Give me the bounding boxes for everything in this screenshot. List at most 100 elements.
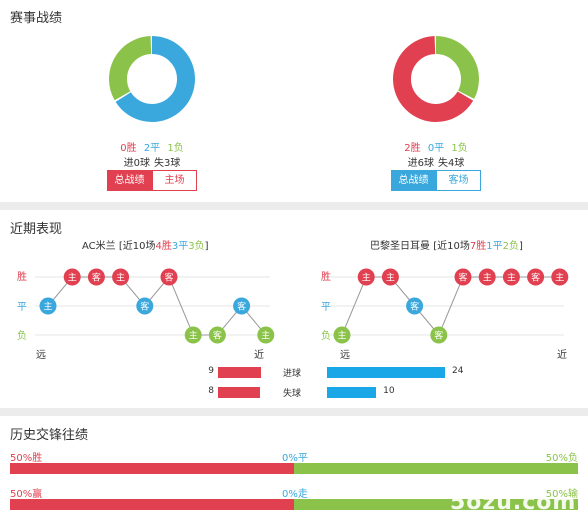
home-wins: 0胜: [120, 143, 137, 154]
history-loss-bar: [294, 463, 578, 474]
home-form-point[interactable]: 客: [136, 297, 154, 315]
away-donut-win-slice: [393, 36, 479, 122]
away-form-marker: [527, 268, 545, 286]
home-form-point[interactable]: 主: [112, 268, 130, 286]
home-scored-value: 9: [208, 366, 214, 376]
home-team-name: AC米兰: [82, 241, 116, 252]
home-form-line: [47, 276, 267, 336]
away-form-venue: 主: [337, 330, 346, 342]
away-xlabel-far: 远: [340, 350, 350, 361]
home-form-point[interactable]: 主: [184, 326, 202, 344]
home-tab-home[interactable]: 主场: [152, 170, 197, 191]
home-form-chart: 主主客主客客主 客客主: [35, 268, 275, 344]
home-form-venue: 主: [116, 272, 125, 284]
history-title: 历史交锋往绩: [10, 428, 89, 443]
away-form-venue: 主: [362, 272, 371, 284]
recent-section: 近期表现 AC米兰 [近10场4胜3平3负] 巴黎圣日耳曼 [近10场7胜1平2…: [0, 210, 588, 408]
home-scored-bar: [218, 367, 262, 378]
home-losses: 1负: [167, 143, 184, 154]
home-form-point[interactable]: 主: [257, 326, 275, 344]
away-form-marker: [454, 268, 472, 286]
home-ylabel-loss: 负: [17, 331, 27, 342]
away-form-venue: 主: [483, 272, 492, 284]
away-ylabel-win: 胜: [321, 272, 331, 283]
away-form-marker: [406, 297, 424, 315]
home-conceded-value: 8: [208, 386, 214, 396]
home-form-marker: [233, 297, 251, 315]
away-recent-losses: 2负: [502, 241, 519, 252]
away-form-point[interactable]: 客: [430, 326, 448, 344]
away-tab-away[interactable]: 客场: [436, 170, 481, 191]
away-form-marker: [333, 326, 351, 344]
away-summary-suffix: ]: [518, 241, 523, 252]
home-form-point[interactable]: 客: [87, 268, 105, 286]
away-ylabel-loss: 负: [321, 331, 331, 342]
away-form-point[interactable]: 客: [527, 268, 545, 286]
home-record-tabs: 总战绩 主场: [107, 170, 197, 191]
away-recent-wins: 7胜: [469, 241, 487, 252]
home-form-point[interactable]: 主: [63, 268, 81, 286]
away-tab-overall[interactable]: 总战绩: [391, 170, 436, 191]
home-form-point[interactable]: 客: [208, 326, 226, 344]
away-form-point[interactable]: 主: [478, 268, 496, 286]
away-form-marker: [478, 268, 496, 286]
away-form-line: [341, 276, 560, 336]
home-form-venue: 客: [92, 272, 101, 284]
home-xlabel-near: 近: [254, 350, 264, 361]
away-conceded-bar: [327, 387, 377, 398]
away-form-marker: [551, 268, 569, 286]
away-losses: 1负: [451, 143, 468, 154]
home-recent-wins: 4胜: [155, 241, 172, 252]
away-form-venue: 主: [386, 272, 395, 284]
away-xlabel-near: 近: [557, 350, 567, 361]
home-form-marker: [160, 268, 178, 286]
away-form-venue: 客: [531, 272, 540, 284]
record-title: 赛事战绩: [10, 11, 63, 26]
away-form-venue: 客: [434, 330, 443, 342]
home-form-venue: 客: [140, 301, 149, 313]
home-form-venue: 主: [189, 330, 198, 342]
home-form-marker: [184, 326, 202, 344]
away-form-point[interactable]: 主: [551, 268, 569, 286]
away-form-venue: 客: [458, 272, 467, 284]
scored-label: 进球: [283, 369, 302, 379]
history-handicap-win-label: 50%赢: [10, 489, 43, 500]
away-form-venue: 主: [507, 272, 516, 284]
away-record-counts: 2胜 0平 1负: [356, 139, 516, 154]
away-form-point[interactable]: 主: [502, 268, 520, 286]
home-goals: 进0球: [123, 158, 150, 169]
away-form-marker: [357, 268, 375, 286]
away-form-point[interactable]: 主: [333, 326, 351, 344]
away-form-venue: 主: [555, 272, 564, 284]
away-form-marker: [502, 268, 520, 286]
away-form-venue: 客: [410, 301, 419, 313]
away-conceded-value: 10: [383, 386, 395, 396]
home-form-point[interactable]: 客: [160, 268, 178, 286]
away-summary-prefix: [近10场: [433, 241, 470, 252]
home-form-marker: [63, 268, 81, 286]
away-form-marker: [381, 268, 399, 286]
home-recent-draws: 3平: [171, 241, 189, 252]
away-form-point[interactable]: 客: [454, 268, 472, 286]
away-form-point[interactable]: 主: [381, 268, 399, 286]
away-donut-loss-slice: [393, 36, 479, 122]
away-form-chart: 主主 主客客客主主客主: [329, 268, 569, 344]
home-tab-overall[interactable]: 总战绩: [107, 170, 152, 191]
home-form-venue: 客: [237, 301, 246, 313]
away-record-donut: [393, 36, 479, 122]
away-draws: 0平: [427, 143, 445, 154]
home-record-donut: [109, 36, 195, 122]
home-form-marker: [208, 326, 226, 344]
record-section: 赛事战绩 0胜 2平 1负 进0球 失3球 总战绩 主场 2胜 0平 1负 进6球…: [0, 0, 588, 202]
home-form-point[interactable]: 客: [233, 297, 251, 315]
home-form-point[interactable]: 主: [39, 297, 57, 315]
away-form-point[interactable]: 客: [406, 297, 424, 315]
home-form-marker: [257, 326, 275, 344]
away-form-point[interactable]: 主: [357, 268, 375, 286]
home-xlabel-far: 远: [36, 350, 46, 361]
away-conceded: 失4球: [438, 158, 465, 169]
history-win-bar: [10, 463, 294, 474]
home-form-marker: [136, 297, 154, 315]
home-recent-header: AC米兰 [近10场4胜3平3负]: [82, 237, 209, 252]
home-form-venue: 客: [213, 330, 222, 342]
